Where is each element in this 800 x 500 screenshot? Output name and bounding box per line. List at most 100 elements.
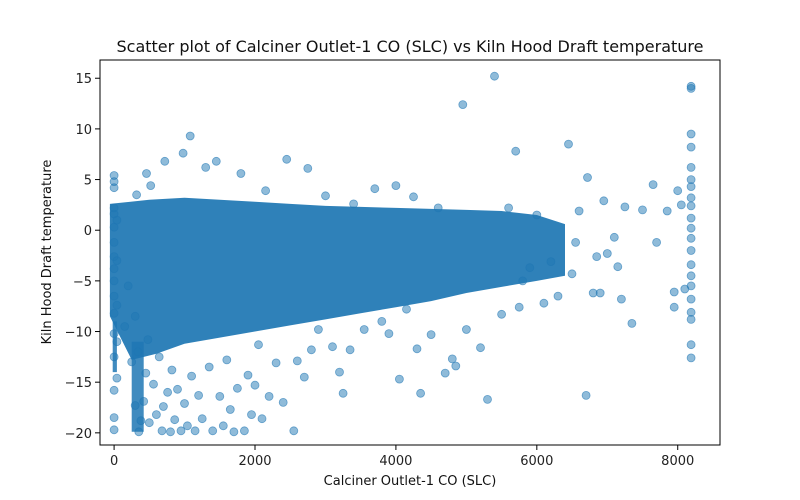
data-point bbox=[370, 184, 380, 194]
data-point bbox=[313, 325, 323, 334]
data-point bbox=[176, 426, 186, 436]
data-point bbox=[109, 308, 119, 318]
data-point bbox=[574, 206, 584, 216]
data-point bbox=[178, 148, 188, 158]
data-point bbox=[167, 365, 177, 375]
data-point bbox=[686, 182, 696, 192]
data-point bbox=[620, 202, 630, 212]
data-point bbox=[154, 352, 164, 362]
data-point bbox=[402, 304, 411, 314]
chart-title: Scatter plot of Calciner Outlet-1 CO (SL… bbox=[117, 37, 704, 56]
x-axis: 0 2000 4000 6000 8000 bbox=[110, 445, 694, 469]
data-point bbox=[686, 260, 696, 270]
x-tick-label: 8000 bbox=[661, 454, 694, 469]
data-point bbox=[173, 384, 182, 394]
data-point bbox=[247, 410, 256, 420]
data-point bbox=[182, 421, 192, 431]
data-point bbox=[215, 391, 225, 401]
data-point bbox=[686, 271, 696, 281]
data-point bbox=[673, 186, 683, 196]
data-point bbox=[412, 344, 422, 354]
data-point bbox=[141, 368, 151, 378]
plot-frame bbox=[99, 59, 721, 446]
data-point bbox=[433, 203, 443, 213]
data-point bbox=[306, 345, 316, 355]
data-point bbox=[282, 154, 292, 164]
data-point bbox=[511, 146, 521, 156]
data-point bbox=[187, 371, 197, 381]
data-point bbox=[592, 252, 602, 262]
data-point bbox=[391, 181, 401, 191]
y-tick-label: 5 bbox=[84, 174, 92, 189]
data-point bbox=[571, 237, 580, 247]
y-axis-label: Kiln Hood Draft temperature bbox=[40, 160, 55, 345]
data-point bbox=[194, 390, 204, 400]
x-axis-label: Calciner Outlet-1 CO (SLC) bbox=[324, 474, 497, 489]
data-point bbox=[144, 418, 154, 428]
data-point bbox=[109, 237, 119, 247]
data-point bbox=[109, 385, 119, 395]
data-point bbox=[158, 402, 168, 411]
data-point bbox=[139, 396, 149, 406]
data-point bbox=[109, 329, 119, 339]
x-tick-label: 0 bbox=[110, 454, 118, 469]
data-point bbox=[686, 353, 696, 363]
data-point bbox=[278, 397, 288, 407]
data-point bbox=[662, 206, 672, 216]
data-point bbox=[686, 129, 696, 139]
y-tick-label: 10 bbox=[75, 123, 92, 138]
data-point bbox=[686, 340, 696, 350]
data-point bbox=[686, 233, 696, 243]
dense-point-cloud bbox=[109, 197, 566, 432]
y-tick-label: 0 bbox=[84, 224, 92, 239]
data-point bbox=[669, 302, 679, 312]
data-point bbox=[299, 372, 309, 382]
data-point bbox=[458, 100, 468, 109]
data-point bbox=[349, 199, 359, 209]
data-point bbox=[218, 421, 228, 431]
x-tick-label: 4000 bbox=[379, 454, 412, 469]
data-point bbox=[676, 200, 686, 210]
data-point bbox=[146, 181, 156, 191]
data-point bbox=[686, 314, 696, 324]
data-points bbox=[109, 71, 696, 437]
data-point bbox=[447, 354, 457, 364]
data-point bbox=[461, 325, 471, 334]
data-point bbox=[490, 71, 499, 81]
data-point bbox=[133, 347, 143, 357]
data-point bbox=[112, 300, 122, 310]
data-point bbox=[546, 257, 556, 267]
data-point bbox=[504, 203, 514, 213]
data-point bbox=[686, 213, 696, 223]
data-point bbox=[134, 427, 144, 437]
data-point bbox=[160, 156, 170, 166]
data-point bbox=[289, 426, 299, 436]
data-point bbox=[225, 405, 235, 414]
data-point bbox=[686, 142, 696, 152]
y-tick-label: 15 bbox=[75, 72, 92, 87]
dense-region bbox=[112, 321, 117, 373]
data-point bbox=[109, 177, 119, 187]
data-point bbox=[539, 298, 549, 308]
data-point bbox=[149, 379, 158, 389]
data-point bbox=[163, 387, 173, 397]
data-point bbox=[143, 335, 153, 345]
data-point bbox=[483, 394, 492, 404]
data-point bbox=[497, 309, 507, 319]
data-point bbox=[292, 356, 302, 366]
data-point bbox=[170, 415, 180, 425]
data-point bbox=[686, 193, 696, 203]
data-point bbox=[416, 388, 426, 398]
data-point bbox=[250, 380, 260, 390]
data-point bbox=[109, 425, 119, 435]
data-point bbox=[109, 264, 119, 274]
data-point bbox=[236, 169, 246, 178]
data-point bbox=[426, 330, 436, 340]
data-point bbox=[109, 413, 119, 423]
data-point bbox=[525, 263, 535, 273]
data-point bbox=[208, 426, 218, 436]
data-point bbox=[686, 201, 696, 211]
data-point bbox=[583, 173, 592, 182]
data-point bbox=[232, 383, 242, 393]
